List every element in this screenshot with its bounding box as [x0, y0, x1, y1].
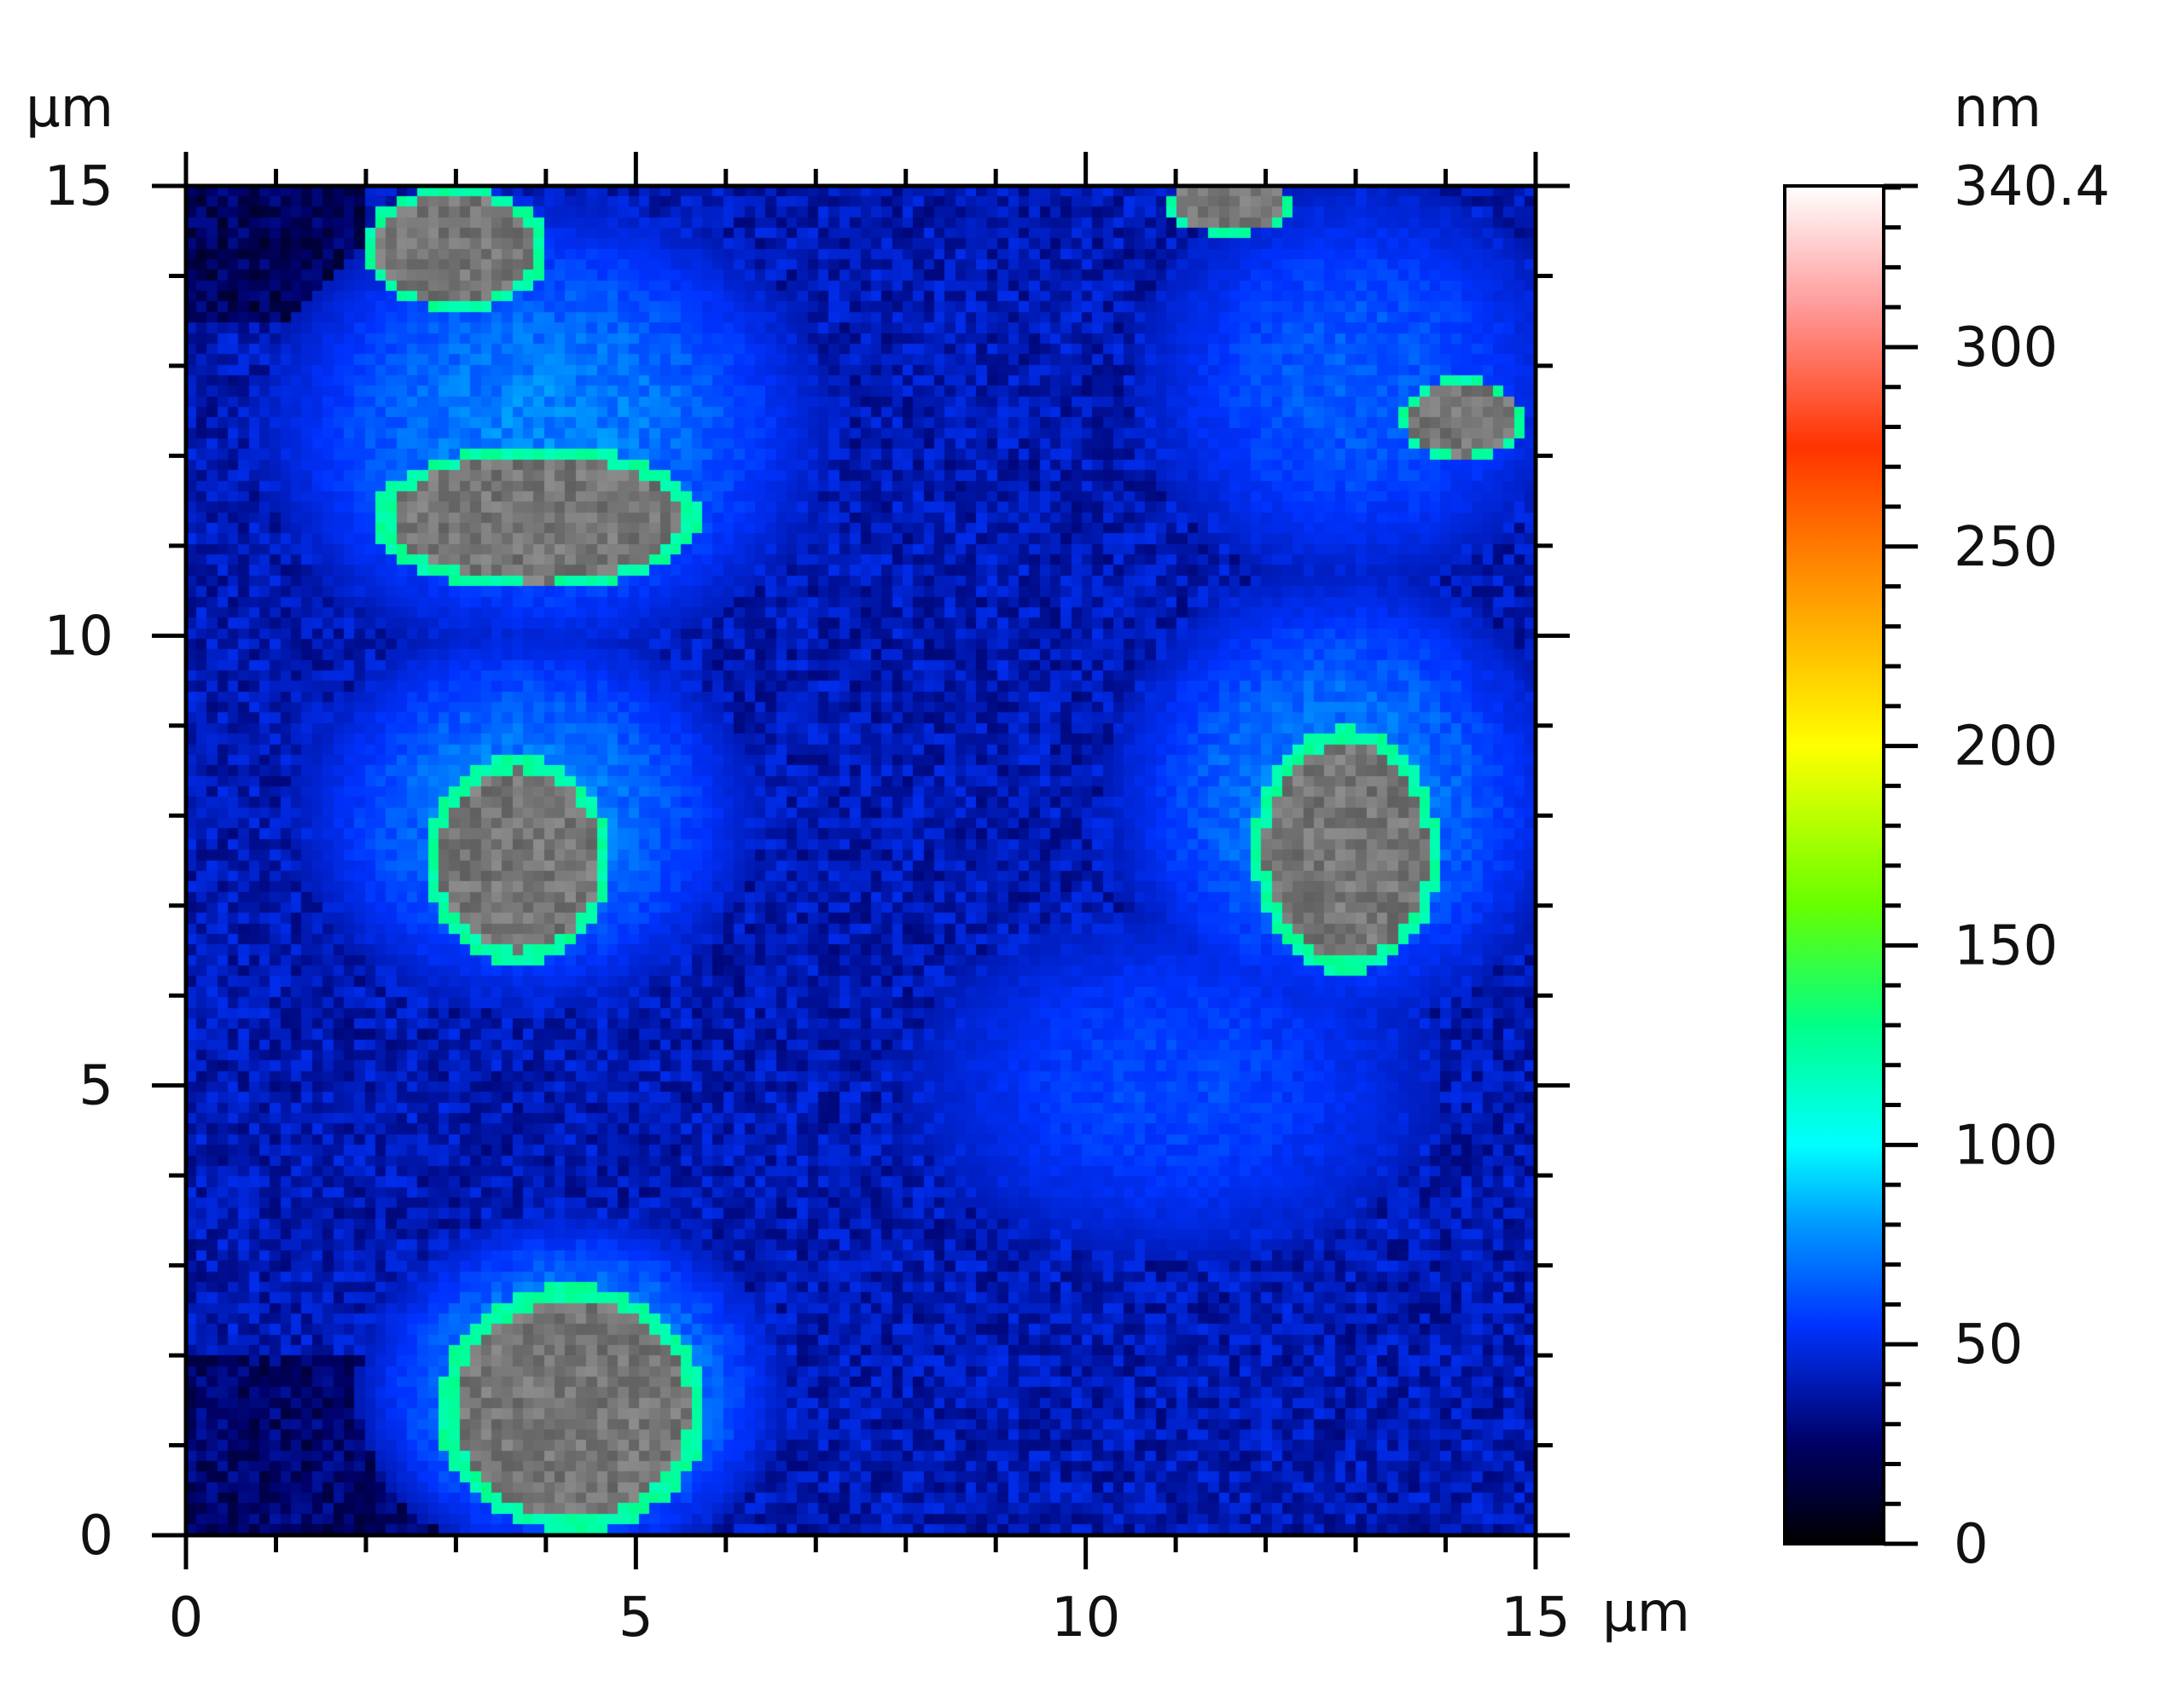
colorbar-gradient [1783, 184, 1885, 1545]
x-axis-ticks: 0 5 10 15 [169, 152, 1571, 1650]
y-tick-label: 15 [44, 155, 113, 218]
colorbar-tick-label: 250 [1954, 516, 2058, 579]
heatmap-image-holder [186, 186, 1536, 1535]
colorbar-ticks: 0 50 100 150 200 250 300 340.4 [1884, 155, 2110, 1576]
colorbar-tick-label: 340.4 [1954, 155, 2110, 218]
x-tick-label: 5 [619, 1586, 653, 1650]
colorbar-tick-label: 300 [1954, 316, 2058, 380]
x-axis-unit: µm [1602, 1581, 1690, 1644]
x-tick-label: 15 [1501, 1586, 1570, 1650]
y-axis-unit: µm [26, 77, 113, 140]
y-tick-label: 5 [78, 1055, 113, 1118]
colorbar-unit: nm [1954, 77, 2042, 140]
x-tick-label: 10 [1051, 1586, 1120, 1650]
colorbar-tick-label: 0 [1954, 1513, 1989, 1576]
x-tick-label: 0 [169, 1586, 204, 1650]
colorbar-tick-label: 150 [1954, 914, 2058, 977]
colorbar-tick-label: 50 [1954, 1313, 2023, 1377]
y-tick-label: 0 [78, 1505, 113, 1568]
colorbar-tick-label: 100 [1954, 1114, 2058, 1177]
heatmap-area [186, 186, 1536, 1535]
heatmap-canvas [186, 186, 1536, 1535]
colorbar: 0 50 100 150 200 250 300 340.4 nm [1783, 77, 2110, 1576]
colorbar-tick-label: 200 [1954, 716, 2058, 779]
y-tick-label: 10 [44, 605, 113, 668]
plot-axes [152, 152, 1570, 1569]
y-axis-ticks: 0 5 10 15 [44, 155, 1570, 1568]
